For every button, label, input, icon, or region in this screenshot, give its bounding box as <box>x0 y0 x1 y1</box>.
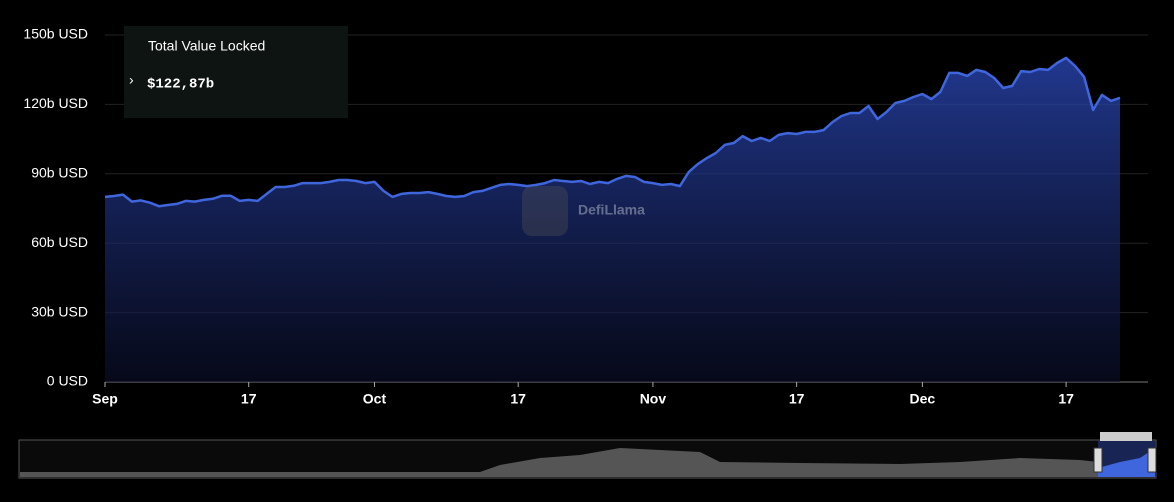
tooltip-chevron: › <box>129 72 134 88</box>
brush-selected-preview <box>1098 448 1155 477</box>
tooltip-value: $122,87b <box>147 77 214 93</box>
y-tick-label: 0 USD <box>47 373 88 389</box>
brush-grip[interactable] <box>1100 432 1152 441</box>
x-tick-label: 17 <box>1058 391 1074 407</box>
watermark-text: DefiLlama <box>578 202 645 218</box>
x-tick-label: 17 <box>241 391 257 407</box>
line <box>104 56 1121 208</box>
brush-preview <box>20 448 1098 477</box>
x-tick-label: Nov <box>640 391 667 407</box>
tooltip: › Total Value Locked $122,87b <box>124 26 348 118</box>
tooltip-box <box>124 26 348 118</box>
x-tick-label: 17 <box>510 391 526 407</box>
tooltip-title: Total Value Locked <box>148 38 265 54</box>
watermark-logo <box>522 186 568 236</box>
brush-handle-left[interactable] <box>1093 447 1103 473</box>
x-tick-label: Oct <box>363 391 387 407</box>
y-tick-label: 60b USD <box>31 234 88 250</box>
x-tick-label: Dec <box>910 391 936 407</box>
y-tick-label: 120b USD <box>23 95 88 111</box>
x-tick-label: 17 <box>789 391 805 407</box>
brush-handle-right[interactable] <box>1147 447 1157 473</box>
watermark: DefiLlama <box>522 186 645 236</box>
x-tick-label: Sep <box>92 391 118 407</box>
y-tick-label: 30b USD <box>31 303 88 319</box>
y-tick-label: 150b USD <box>23 26 88 42</box>
area <box>105 57 1120 383</box>
brush[interactable] <box>18 432 1157 479</box>
y-tick-label: 90b USD <box>31 165 88 181</box>
